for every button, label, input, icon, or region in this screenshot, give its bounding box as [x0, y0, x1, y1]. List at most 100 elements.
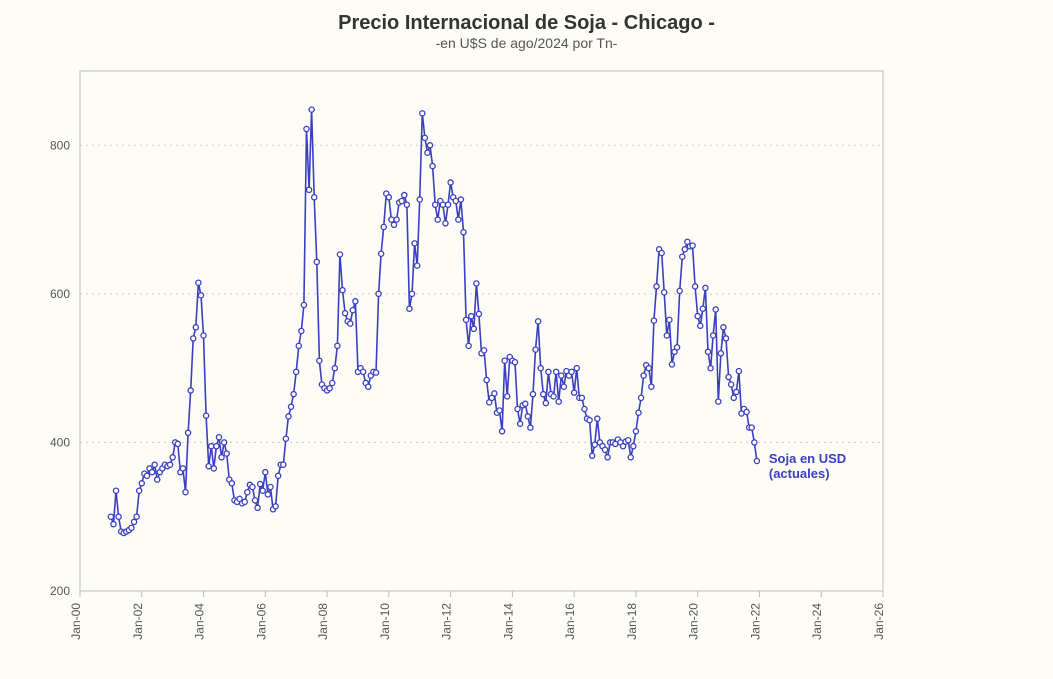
data-point — [394, 217, 399, 222]
data-point — [541, 392, 546, 397]
data-point — [283, 436, 288, 441]
data-point — [646, 366, 651, 371]
data-point — [222, 440, 227, 445]
data-point — [533, 347, 538, 352]
data-point — [170, 455, 175, 460]
data-point — [417, 197, 422, 202]
data-point — [716, 399, 721, 404]
data-point — [281, 462, 286, 467]
data-point — [525, 414, 530, 419]
x-tick-label: Jan-14 — [501, 603, 515, 640]
data-point — [229, 481, 234, 486]
data-point — [330, 380, 335, 385]
data-point — [430, 163, 435, 168]
data-point — [587, 418, 592, 423]
data-point — [497, 408, 502, 413]
data-point — [636, 410, 641, 415]
series-label: Soja en USD — [769, 451, 846, 466]
data-point — [265, 492, 270, 497]
data-point — [260, 488, 265, 493]
x-tick-label: Jan-08 — [316, 603, 330, 640]
data-point — [476, 311, 481, 316]
x-tick-label: Jan-18 — [625, 603, 639, 640]
data-point — [729, 382, 734, 387]
data-point — [407, 306, 412, 311]
data-point — [523, 401, 528, 406]
data-point — [561, 384, 566, 389]
data-point — [512, 360, 517, 365]
data-point — [595, 416, 600, 421]
data-point — [445, 202, 450, 207]
data-point — [273, 504, 278, 509]
data-point — [198, 293, 203, 298]
data-point — [263, 470, 268, 475]
data-point — [538, 366, 543, 371]
data-point — [592, 442, 597, 447]
data-point — [458, 197, 463, 202]
data-point — [667, 317, 672, 322]
data-point — [252, 498, 257, 503]
data-point — [664, 333, 669, 338]
data-point — [342, 311, 347, 316]
data-point — [312, 195, 317, 200]
x-tick-label: Jan-04 — [193, 603, 207, 640]
data-point — [463, 317, 468, 322]
data-point — [456, 217, 461, 222]
data-point — [224, 451, 229, 456]
data-point — [693, 284, 698, 289]
data-point — [335, 343, 340, 348]
data-point — [211, 466, 216, 471]
data-point — [196, 280, 201, 285]
data-point — [744, 409, 749, 414]
data-point — [754, 458, 759, 463]
data-point — [389, 217, 394, 222]
data-point — [258, 481, 263, 486]
data-point — [348, 321, 353, 326]
data-point — [677, 288, 682, 293]
data-point — [386, 195, 391, 200]
data-point — [530, 392, 535, 397]
data-point — [108, 514, 113, 519]
data-point — [574, 366, 579, 371]
data-point — [420, 111, 425, 116]
data-point — [466, 343, 471, 348]
data-point — [296, 343, 301, 348]
data-point — [209, 444, 214, 449]
data-point — [705, 349, 710, 354]
data-point — [353, 299, 358, 304]
data-point — [718, 351, 723, 356]
data-point — [314, 259, 319, 264]
data-point — [659, 250, 664, 255]
data-point — [379, 251, 384, 256]
data-point — [255, 505, 260, 510]
data-point — [556, 399, 561, 404]
data-point — [605, 455, 610, 460]
data-point — [412, 241, 417, 246]
chart-title: Precio Internacional de Soja - Chicago - — [0, 12, 1053, 35]
data-point — [669, 362, 674, 367]
data-point — [415, 263, 420, 268]
data-point — [306, 187, 311, 192]
data-point — [471, 326, 476, 331]
data-point — [340, 288, 345, 293]
x-tick-label: Jan-06 — [254, 603, 268, 640]
data-point — [703, 285, 708, 290]
data-point — [469, 314, 474, 319]
chart-svg: 200400600800Jan-00Jan-02Jan-04Jan-06Jan-… — [0, 51, 1053, 671]
data-point — [551, 394, 556, 399]
y-tick-label: 800 — [50, 138, 70, 152]
data-point — [651, 318, 656, 323]
data-point — [376, 291, 381, 296]
data-point — [502, 358, 507, 363]
data-point — [453, 198, 458, 203]
data-point — [713, 307, 718, 312]
data-point — [626, 438, 631, 443]
data-point — [402, 192, 407, 197]
data-point — [518, 421, 523, 426]
data-point — [144, 473, 149, 478]
data-point — [690, 243, 695, 248]
data-point — [680, 254, 685, 259]
data-point — [492, 391, 497, 396]
data-point — [301, 302, 306, 307]
data-point — [499, 429, 504, 434]
